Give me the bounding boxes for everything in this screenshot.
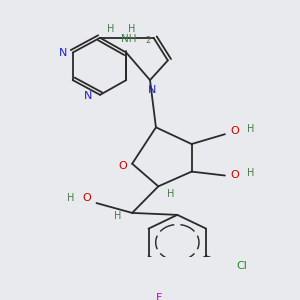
Text: 2: 2 bbox=[145, 36, 150, 45]
Text: O: O bbox=[118, 161, 127, 171]
Text: H: H bbox=[107, 24, 115, 34]
Text: O: O bbox=[82, 193, 91, 203]
Text: H: H bbox=[67, 193, 74, 203]
Text: O: O bbox=[230, 169, 239, 179]
Text: N: N bbox=[148, 85, 157, 95]
Text: N: N bbox=[84, 91, 92, 101]
Text: H: H bbox=[128, 24, 136, 34]
Text: N: N bbox=[59, 47, 68, 58]
Text: Cl: Cl bbox=[236, 261, 247, 271]
Text: H: H bbox=[114, 211, 122, 221]
Text: NH: NH bbox=[121, 34, 136, 44]
Text: H: H bbox=[167, 189, 174, 199]
Text: H: H bbox=[248, 124, 255, 134]
Text: F: F bbox=[156, 292, 163, 300]
Text: O: O bbox=[230, 126, 239, 136]
Text: H: H bbox=[248, 168, 255, 178]
